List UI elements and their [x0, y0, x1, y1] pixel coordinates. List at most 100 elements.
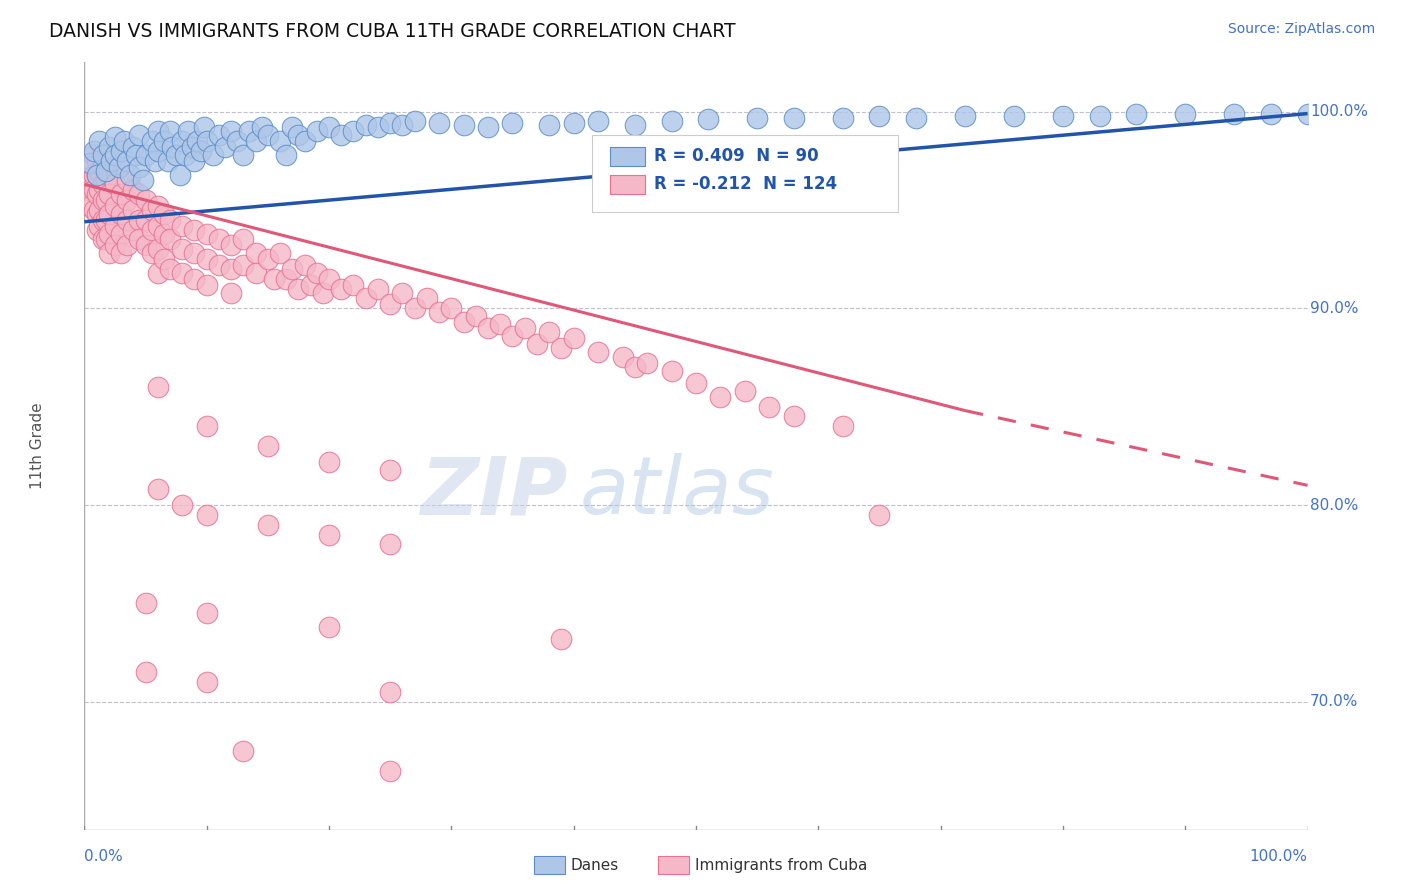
- Point: [294, 134, 316, 148]
- Point: [219, 238, 242, 252]
- Point: [1002, 109, 1025, 123]
- Point: [143, 153, 166, 168]
- Text: R = 0.409  N = 90: R = 0.409 N = 90: [654, 147, 820, 165]
- Point: [380, 297, 402, 311]
- Point: [380, 685, 402, 699]
- Point: [330, 282, 353, 296]
- Point: [172, 242, 194, 256]
- Point: [83, 202, 105, 217]
- Point: [195, 227, 218, 241]
- Point: [661, 114, 683, 128]
- Point: [79, 183, 101, 197]
- Point: [159, 262, 181, 277]
- Point: [257, 128, 280, 143]
- Text: atlas: atlas: [579, 453, 775, 531]
- Point: [612, 351, 634, 365]
- Point: [269, 134, 291, 148]
- Point: [586, 344, 609, 359]
- Point: [562, 116, 585, 130]
- Point: [107, 160, 129, 174]
- Point: [86, 207, 108, 221]
- Point: [96, 212, 118, 227]
- Point: [104, 130, 127, 145]
- Point: [86, 187, 108, 202]
- Point: [172, 266, 194, 280]
- Point: [104, 199, 127, 213]
- Point: [181, 140, 204, 154]
- Point: [562, 331, 585, 345]
- Point: [276, 148, 298, 162]
- Point: [1223, 106, 1246, 120]
- Point: [104, 219, 127, 233]
- Point: [146, 124, 169, 138]
- Point: [367, 120, 389, 135]
- Point: [404, 301, 426, 316]
- Point: [1296, 106, 1319, 120]
- Point: [135, 596, 157, 610]
- Point: [1125, 106, 1147, 120]
- Point: [318, 620, 340, 634]
- Point: [183, 272, 205, 286]
- Point: [159, 124, 181, 138]
- Point: [342, 277, 364, 292]
- Point: [122, 140, 145, 154]
- Point: [97, 246, 120, 260]
- Text: Danes: Danes: [571, 858, 619, 872]
- Point: [391, 119, 413, 133]
- Point: [159, 212, 181, 227]
- Point: [232, 744, 254, 758]
- Point: [112, 134, 135, 148]
- Point: [177, 124, 200, 138]
- Point: [135, 238, 157, 252]
- Point: [86, 222, 108, 236]
- Point: [427, 305, 450, 319]
- Point: [141, 246, 163, 260]
- Point: [153, 227, 176, 241]
- Point: [464, 309, 486, 323]
- Text: Immigrants from Cuba: Immigrants from Cuba: [695, 858, 868, 872]
- Point: [489, 317, 512, 331]
- Point: [115, 238, 138, 252]
- Point: [416, 292, 439, 306]
- Point: [146, 144, 169, 158]
- Point: [1174, 106, 1197, 120]
- Point: [91, 193, 114, 207]
- Point: [1052, 109, 1074, 123]
- Point: [226, 134, 249, 148]
- Text: 0.0%: 0.0%: [84, 848, 124, 863]
- Point: [245, 266, 267, 280]
- Point: [128, 212, 150, 227]
- Text: 11th Grade: 11th Grade: [31, 402, 45, 490]
- Point: [287, 128, 309, 143]
- Point: [86, 168, 108, 182]
- Point: [502, 329, 524, 343]
- Point: [135, 665, 157, 680]
- Point: [97, 227, 120, 241]
- Point: [91, 148, 114, 162]
- Point: [404, 114, 426, 128]
- Point: [305, 124, 328, 138]
- Point: [125, 148, 148, 162]
- Point: [312, 285, 335, 300]
- Point: [146, 242, 169, 256]
- Point: [287, 282, 309, 296]
- Point: [477, 120, 499, 135]
- Point: [318, 527, 340, 541]
- Point: [380, 462, 402, 476]
- Point: [263, 272, 285, 286]
- FancyBboxPatch shape: [592, 136, 898, 212]
- Point: [115, 153, 138, 168]
- Point: [219, 285, 242, 300]
- Point: [97, 207, 120, 221]
- Point: [183, 246, 205, 260]
- Point: [153, 252, 176, 267]
- Point: [526, 336, 548, 351]
- Point: [905, 111, 928, 125]
- Point: [276, 272, 298, 286]
- Point: [783, 409, 806, 424]
- Point: [453, 315, 475, 329]
- Point: [87, 202, 110, 217]
- Point: [318, 455, 340, 469]
- Point: [208, 128, 231, 143]
- Point: [354, 119, 377, 133]
